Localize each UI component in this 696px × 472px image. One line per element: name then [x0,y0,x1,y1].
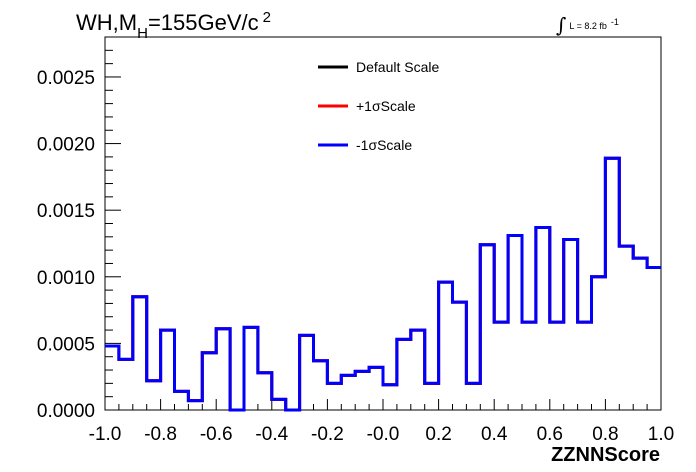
y-tick-label: 0.0000 [37,401,95,422]
lumi-integral-symbol: ∫ [556,13,566,37]
x-tick-label: -0.8 [144,424,177,445]
lumi-label: ∫ L = 8.2 fb -1 [556,13,619,37]
x-tick-label: 1.0 [648,424,674,445]
series-group [105,156,661,412]
x-tick-label: -1.0 [89,424,122,445]
y-tick-label: 0.0025 [37,68,95,89]
x-tick-label: -0.0 [367,424,400,445]
legend-label: -1σScale [356,137,412,153]
x-axis: -1.0 -0.8 -0.6 -0.4 -0.2 -0.0 0.2 0.4 0.6 0.8 1.0 [89,399,674,445]
x-tick-label: -0.6 [200,424,233,445]
y-tick-label: 0.0010 [37,268,95,289]
title-rest: =155GeV/c [148,10,259,35]
title-subscript: H [137,25,148,42]
y-axis: 0.0000 0.0005 0.0010 0.0015 0.0020 0.0025 [37,49,121,422]
x-tick-label: 0.6 [537,424,563,445]
x-tick-label: 0.8 [592,424,618,445]
lumi-text: L = 8.2 fb [569,21,606,31]
legend-label: +1σScale [356,98,416,114]
chart-title: WH,MH=155GeV/c 2 [76,9,271,42]
legend-label: Default Scale [356,59,439,75]
series-line-2 [105,156,661,412]
title-main: WH,M [76,10,137,35]
lumi-superscript: -1 [611,17,619,27]
y-tick-label: 0.0005 [37,334,95,355]
legend: Default Scale +1σScale -1σScale [318,59,439,153]
x-axis-title: ZZNNScore [551,444,660,466]
title-superscript: 2 [263,9,271,26]
y-tick-label: 0.0020 [37,135,95,156]
x-tick-label: 0.2 [425,424,451,445]
x-tick-label: -0.2 [311,424,344,445]
plot-frame [104,36,662,411]
x-tick-label: -0.4 [255,424,288,445]
x-tick-label: 0.4 [481,424,508,445]
y-tick-label: 0.0015 [37,201,95,222]
